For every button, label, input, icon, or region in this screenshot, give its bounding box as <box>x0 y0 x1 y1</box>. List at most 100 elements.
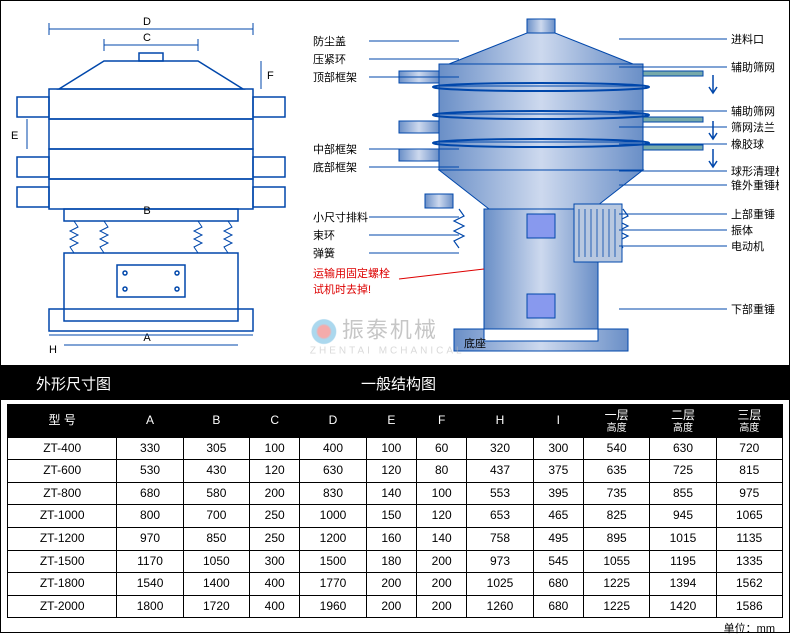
callout-label: 橡胶球 <box>731 137 764 151</box>
table-cell: 1195 <box>650 550 716 573</box>
table-header-cell: E <box>366 405 416 438</box>
callout-label: 顶部框架 <box>313 70 357 84</box>
table-cell: ZT-1200 <box>8 527 117 550</box>
table-row: ZT-1500117010503001500180200973545105511… <box>8 550 783 573</box>
table-cell: 540 <box>584 437 650 460</box>
table-cell: 1135 <box>716 527 782 550</box>
callout-label: 下部重锤 <box>731 302 775 316</box>
table-row: ZT-60053043012063012080437375635725815 <box>8 460 783 483</box>
table-cell: 635 <box>584 460 650 483</box>
table-cell: 1025 <box>467 573 533 596</box>
table-cell: 1050 <box>183 550 249 573</box>
base-label: 底座 <box>464 336 486 350</box>
table-cell: ZT-2000 <box>8 595 117 618</box>
table-cell: 400 <box>250 595 300 618</box>
table-cell: 653 <box>467 505 533 528</box>
table-row: ZT-1800154014004001770200200102568012251… <box>8 573 783 596</box>
table-cell: 140 <box>366 482 416 505</box>
table-cell: 1335 <box>716 550 782 573</box>
table-cell: 945 <box>650 505 716 528</box>
table-cell: 725 <box>650 460 716 483</box>
table-cell: 120 <box>366 460 416 483</box>
table-cell: ZT-600 <box>8 460 117 483</box>
dim-A: A <box>143 332 151 344</box>
callout-label: 中部框架 <box>313 142 357 156</box>
callout-label: 球形清理板 <box>731 164 779 178</box>
table-cell: 720 <box>716 437 782 460</box>
table-cell: 973 <box>467 550 533 573</box>
table-cell: 1420 <box>650 595 716 618</box>
dim-H: H <box>49 344 57 356</box>
table-header-cell: 二层高度 <box>650 405 716 438</box>
table-cell: 800 <box>117 505 183 528</box>
table-header-cell: A <box>117 405 183 438</box>
table-cell: 855 <box>650 482 716 505</box>
table-cell: 100 <box>417 482 467 505</box>
table-cell: 140 <box>417 527 467 550</box>
callout-label: 小尺寸排料 <box>313 210 368 224</box>
table-cell: 495 <box>533 527 583 550</box>
table-cell: 735 <box>584 482 650 505</box>
table-cell: 200 <box>417 573 467 596</box>
table-cell: 1394 <box>650 573 716 596</box>
table-cell: 120 <box>417 505 467 528</box>
dim-B: B <box>143 205 150 217</box>
dim-F: F <box>267 70 274 82</box>
table-cell: 200 <box>250 482 300 505</box>
table-cell: 530 <box>117 460 183 483</box>
section-left-text: 外形尺寸图 <box>36 373 111 394</box>
table-cell: 630 <box>650 437 716 460</box>
callout-label: 筛网法兰 <box>731 120 775 134</box>
table-row: ZT-1200970850250120016014075849589510151… <box>8 527 783 550</box>
section-label-left: 外形尺寸图 <box>1 366 301 400</box>
right-diagram: 防尘盖压紧环顶部框架中部框架底部框架小尺寸排料束环弹簧运输用固定螺栓试机时去掉!… <box>301 1 789 365</box>
table-cell: 60 <box>417 437 467 460</box>
table-cell: 1225 <box>584 595 650 618</box>
callout-label: 振体 <box>731 223 753 237</box>
table-cell: 830 <box>300 482 366 505</box>
table-cell: 1055 <box>584 550 650 573</box>
table-header-cell: C <box>250 405 300 438</box>
table-cell: 545 <box>533 550 583 573</box>
table-cell: 437 <box>467 460 533 483</box>
table-cell: 680 <box>117 482 183 505</box>
table-cell: 465 <box>533 505 583 528</box>
dim-E: E <box>11 130 18 142</box>
table-cell: 680 <box>533 595 583 618</box>
table-cell: 1562 <box>716 573 782 596</box>
table-cell: 375 <box>533 460 583 483</box>
table-cell: 395 <box>533 482 583 505</box>
table-cell: 300 <box>250 550 300 573</box>
page: D C <box>0 0 790 633</box>
table-cell: 1400 <box>183 573 249 596</box>
table-cell: 100 <box>250 437 300 460</box>
table-cell: 850 <box>183 527 249 550</box>
callout-label: 进料口 <box>731 32 764 46</box>
table-cell: 1065 <box>716 505 782 528</box>
table-cell: 970 <box>117 527 183 550</box>
table-cell: 815 <box>716 460 782 483</box>
table-cell: 1720 <box>183 595 249 618</box>
table-cell: ZT-1500 <box>8 550 117 573</box>
table-row: ZT-1000800700250100015012065346582594510… <box>8 505 783 528</box>
table-cell: 100 <box>366 437 416 460</box>
table-cell: 200 <box>366 595 416 618</box>
table-cell: 700 <box>183 505 249 528</box>
section-label-right: 一般结构图 <box>301 366 789 400</box>
table-cell: 630 <box>300 460 366 483</box>
callout-label-red: 试机时去掉! <box>313 282 371 296</box>
table-wrap: 型 号ABCDEFHI一层高度二层高度三层高度 ZT-4003303051004… <box>1 400 789 638</box>
table-cell: 1200 <box>300 527 366 550</box>
section-right-text: 一般结构图 <box>361 373 436 394</box>
table-cell: 758 <box>467 527 533 550</box>
table-row: ZT-800680580200830140100553395735855975 <box>8 482 783 505</box>
structure-svg: 防尘盖压紧环顶部框架中部框架底部框架小尺寸排料束环弹簧运输用固定螺栓试机时去掉!… <box>309 9 779 358</box>
unit-label: 单位：mm <box>7 618 783 636</box>
table-cell: 200 <box>417 550 467 573</box>
table-cell: 400 <box>300 437 366 460</box>
callout-label: 辅助筛网 <box>731 104 775 118</box>
callout-label: 束环 <box>313 229 335 242</box>
table-header-row: 型 号ABCDEFHI一层高度二层高度三层高度 <box>8 405 783 438</box>
callout-label: 底部框架 <box>313 160 357 174</box>
table-cell: ZT-400 <box>8 437 117 460</box>
